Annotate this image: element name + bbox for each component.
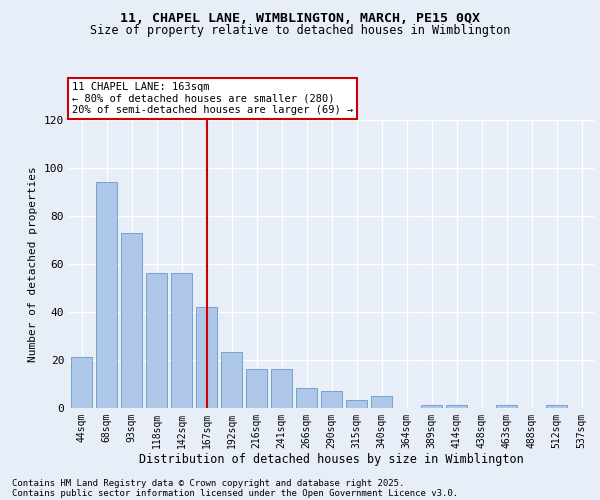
Bar — [71, 357, 92, 408]
Bar — [196, 307, 217, 408]
Bar — [296, 388, 317, 407]
Text: Size of property relative to detached houses in Wimblington: Size of property relative to detached ho… — [90, 24, 510, 37]
Text: 11, CHAPEL LANE, WIMBLINGTON, MARCH, PE15 0QX: 11, CHAPEL LANE, WIMBLINGTON, MARCH, PE1… — [120, 12, 480, 26]
Y-axis label: Number of detached properties: Number of detached properties — [28, 166, 38, 362]
Bar — [421, 405, 442, 407]
Text: Contains HM Land Registry data © Crown copyright and database right 2025.: Contains HM Land Registry data © Crown c… — [12, 478, 404, 488]
Bar — [121, 232, 142, 408]
Bar — [96, 182, 117, 408]
Bar — [446, 405, 467, 407]
Bar — [371, 396, 392, 407]
X-axis label: Distribution of detached houses by size in Wimblington: Distribution of detached houses by size … — [139, 453, 524, 466]
Bar — [496, 405, 517, 407]
Bar — [171, 274, 192, 407]
Text: Contains public sector information licensed under the Open Government Licence v3: Contains public sector information licen… — [12, 488, 458, 498]
Bar — [271, 369, 292, 408]
Bar — [221, 352, 242, 408]
Bar — [546, 405, 567, 407]
Bar — [321, 390, 342, 407]
Bar — [146, 274, 167, 407]
Bar — [246, 369, 267, 408]
Text: 11 CHAPEL LANE: 163sqm
← 80% of detached houses are smaller (280)
20% of semi-de: 11 CHAPEL LANE: 163sqm ← 80% of detached… — [72, 82, 353, 115]
Bar — [346, 400, 367, 407]
